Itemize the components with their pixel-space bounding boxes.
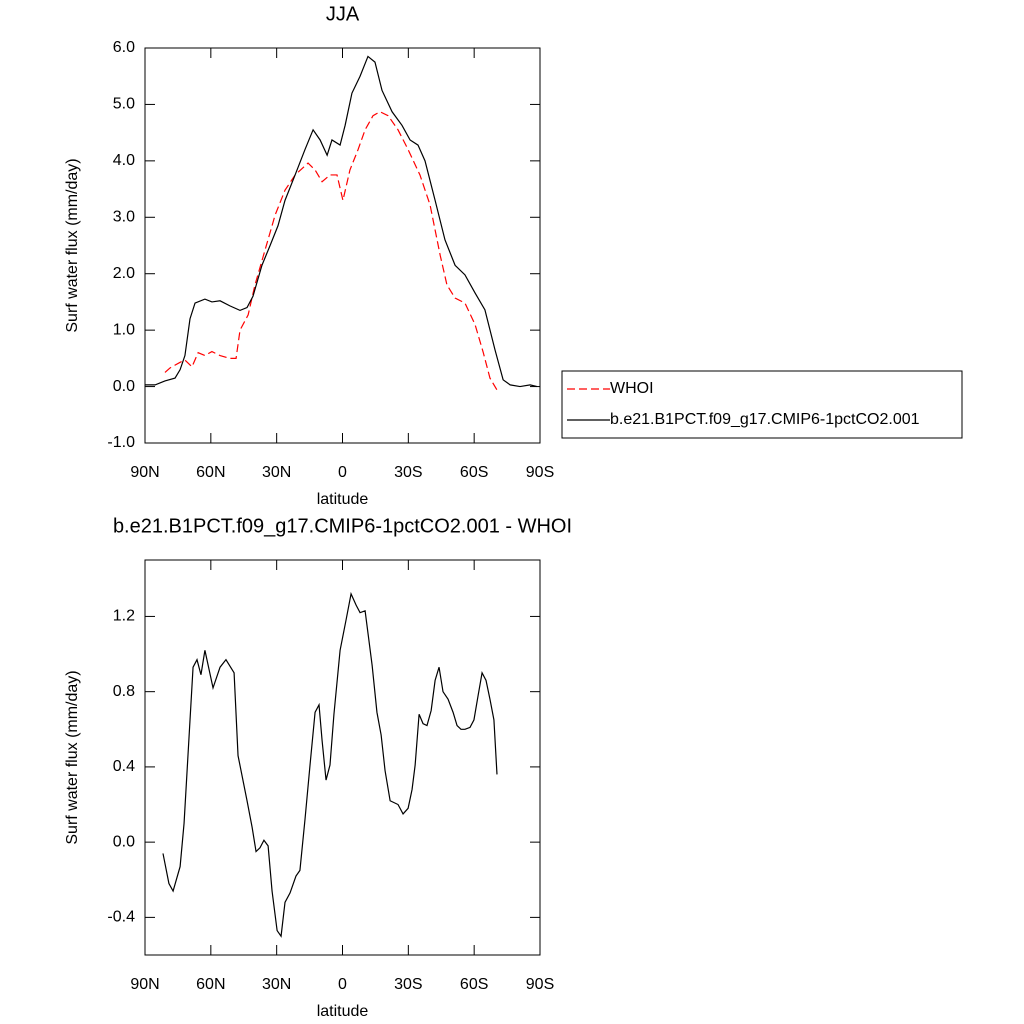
data-line — [145, 55, 538, 388]
y-tick-label: 6.0 — [113, 39, 135, 56]
x-tick-label: 90N — [130, 464, 159, 481]
y-tick-label: 1.2 — [113, 608, 135, 625]
legend-box — [561, 370, 963, 439]
y-tick-label: 0.0 — [113, 378, 135, 395]
data-line — [164, 111, 498, 391]
y-tick-label: 5.0 — [113, 96, 135, 113]
x-tick-label: 90S — [526, 464, 554, 481]
x-tick-label: 60N — [196, 464, 225, 481]
x-tick-label: 90N — [130, 976, 159, 993]
y-tick-label: -0.4 — [107, 909, 135, 926]
plot-frame — [144, 559, 541, 956]
y-tick-label: 4.0 — [113, 152, 135, 169]
x-tick-label: 60S — [460, 464, 488, 481]
x-tick-label: 30S — [394, 464, 422, 481]
x-tick-label: 60N — [196, 976, 225, 993]
x-axis-label: latitude — [317, 491, 369, 508]
y-tick-label: -1.0 — [107, 434, 135, 451]
chart-title: b.e21.B1PCT.f09_g17.CMIP6-1pctCO2.001 - … — [113, 515, 572, 537]
x-tick-label: 60S — [460, 976, 488, 993]
plot-frame — [144, 47, 541, 444]
x-tick-label: 0 — [338, 464, 347, 481]
y-axis-label: Surf water flux (mm/day) — [64, 158, 81, 332]
y-axis-label: Surf water flux (mm/day) — [64, 670, 81, 844]
x-tick-label: 0 — [338, 976, 347, 993]
y-tick-label: 1.0 — [113, 321, 135, 338]
data-line — [162, 591, 498, 938]
x-tick-label: 30N — [262, 976, 291, 993]
y-tick-label: 2.0 — [113, 265, 135, 282]
x-tick-label: 30N — [262, 464, 291, 481]
y-tick-label: 0.4 — [113, 758, 135, 775]
x-tick-label: 90S — [526, 976, 554, 993]
x-tick-label: 30S — [394, 976, 422, 993]
chart-title: JJA — [326, 3, 360, 25]
y-tick-label: 0.8 — [113, 683, 135, 700]
legend-label: b.e21.B1PCT.f09_g17.CMIP6-1pctCO2.001 — [610, 411, 920, 428]
legend-label: WHOI — [610, 380, 654, 397]
y-tick-label: 3.0 — [113, 209, 135, 226]
y-tick-label: 0.0 — [113, 833, 135, 850]
x-axis-label: latitude — [317, 1003, 369, 1020]
